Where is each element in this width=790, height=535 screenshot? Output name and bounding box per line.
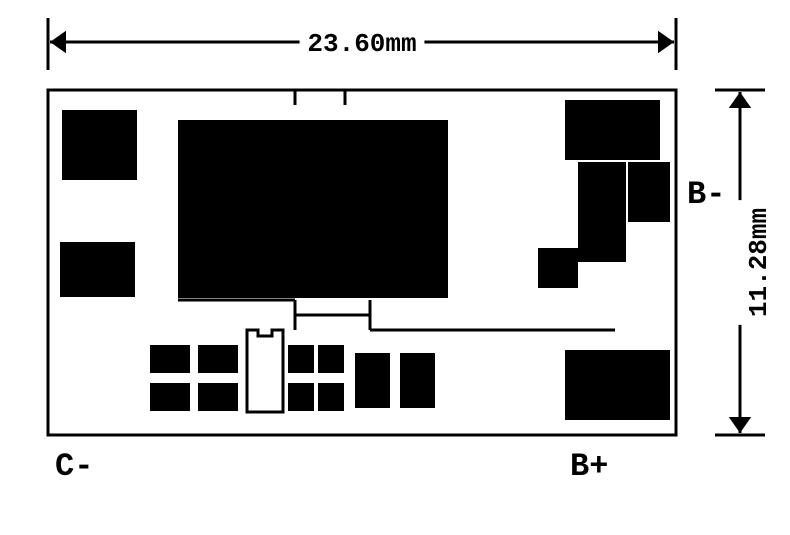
pcb-pad [565,350,670,420]
pcb-pad [565,100,660,160]
pcb-pad [150,345,190,373]
pcb-pad [288,383,314,411]
arrow-head [729,417,751,433]
pcb-pad [178,120,448,298]
height-dimension-label: 11.28mm [744,208,774,317]
pcb-pad [355,353,390,408]
arrow-head [729,92,751,108]
pin-label-c-minus: C- [55,448,93,485]
pcb-pad [538,248,578,288]
pcb-pad [400,353,435,408]
ic-body [247,330,283,412]
pcb-pad [628,162,670,222]
pin-label-b-plus: B+ [570,448,608,485]
pcb-pad [60,242,135,297]
pcb-pad [288,345,314,373]
arrow-head [50,31,66,53]
pcb-dimension-diagram: 23.60mm 11.28mm B- B+ C- [0,0,790,535]
pcb-pad [318,345,344,373]
pcb-pad [578,162,626,262]
pcb-pad [198,345,238,373]
arrow-head [658,31,674,53]
pcb-pad [150,383,190,411]
pin-label-b-minus: B- [687,176,725,213]
pcb-pad [198,383,238,411]
width-dimension-label: 23.60mm [307,29,416,59]
pcb-pad [318,383,344,411]
pcb-pad [62,110,137,180]
